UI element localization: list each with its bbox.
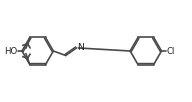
- Text: HO: HO: [4, 47, 17, 55]
- Text: Cl: Cl: [166, 47, 174, 55]
- Text: N: N: [77, 43, 84, 52]
